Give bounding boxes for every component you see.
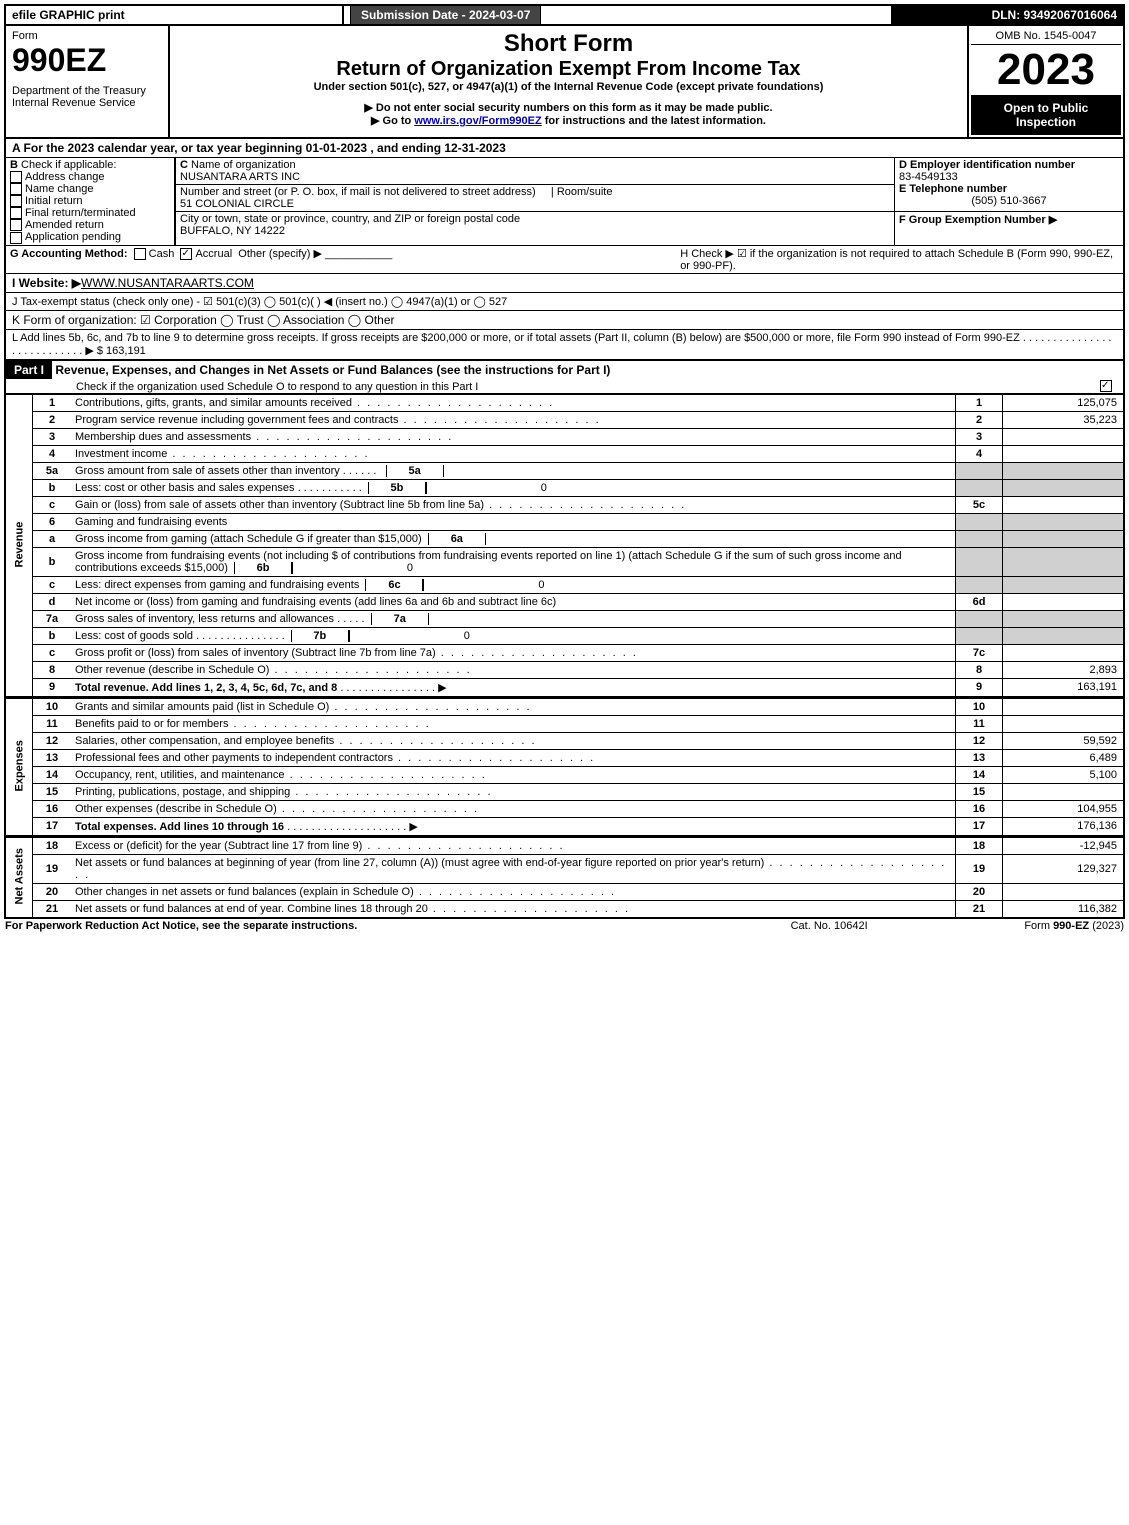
ein-label: D Employer identification number (899, 159, 1075, 171)
info-block: B Check if applicable: Address change Na… (6, 158, 1123, 245)
city-value: BUFFALO, NY 14222 (180, 225, 285, 237)
submission-date-button[interactable]: Submission Date - 2024-03-07 (350, 5, 541, 25)
form-990ez: efile GRAPHIC print Submission Date - 20… (4, 4, 1125, 919)
section-a: A For the 2023 calendar year, or tax yea… (5, 138, 1124, 158)
part1-check-text: Check if the organization used Schedule … (6, 381, 478, 393)
short-form-title: Short Form (178, 30, 959, 58)
ein-value: 83-4549133 (899, 171, 958, 183)
section-i: I Website: ▶WWW.NUSANTARAARTS.COM (5, 273, 1124, 292)
expenses-table: Expenses 10Grants and similar amounts pa… (6, 698, 1123, 835)
note-url: ▶ Go to www.irs.gov/Form990EZ for instru… (178, 114, 959, 127)
section-c-city: City or town, state or province, country… (175, 212, 895, 245)
omb-label: OMB No. 1545-0047 (971, 28, 1121, 45)
section-g: G Accounting Method: Cash Accrual Other … (6, 246, 676, 273)
form-word: Form (12, 30, 162, 42)
checkbox-final-return[interactable] (10, 207, 22, 219)
phone-value: (505) 510-3667 (899, 195, 1119, 207)
section-c-street: Number and street (or P. O. box, if mail… (175, 185, 895, 212)
footer-left: For Paperwork Reduction Act Notice, see … (5, 920, 357, 932)
form-number: 990EZ (12, 42, 162, 79)
inspection-box: Open to Public Inspection (971, 95, 1121, 135)
checkbox-initial-return[interactable] (10, 195, 22, 207)
expenses-vlabel: Expenses (6, 698, 33, 835)
footer: For Paperwork Reduction Act Notice, see … (4, 919, 1125, 933)
part1-header: Part I Revenue, Expenses, and Changes in… (5, 360, 1124, 394)
section-l: L Add lines 5b, 6c, and 7b to line 9 to … (5, 329, 1124, 360)
main-title: Return of Organization Exempt From Incom… (178, 58, 959, 81)
street-value: 51 COLONIAL CIRCLE (180, 198, 294, 210)
checkbox-cash[interactable] (134, 248, 146, 260)
org-name: NUSANTARA ARTS INC (180, 171, 300, 183)
part1-title: Revenue, Expenses, and Changes in Net As… (55, 363, 610, 377)
irs-link[interactable]: www.irs.gov/Form990EZ (414, 115, 541, 127)
checkbox-name-change[interactable] (10, 183, 22, 195)
checkbox-schedule-o[interactable] (1100, 380, 1112, 392)
revenue-vlabel: Revenue (6, 394, 33, 696)
header-right-cell: OMB No. 1545-0047 2023 Open to Public In… (968, 26, 1124, 138)
section-c-name: C Name of organization NUSANTARA ARTS IN… (175, 158, 895, 185)
section-j: J Tax-exempt status (check only one) - ☑… (5, 292, 1124, 310)
header-center-cell: Short Form Return of Organization Exempt… (169, 26, 968, 138)
section-de: D Employer identification number 83-4549… (895, 158, 1124, 212)
revenue-table: Revenue 1Contributions, gifts, grants, a… (6, 394, 1123, 696)
header-left-cell: Form 990EZ Department of the Treasury In… (5, 26, 169, 138)
checkbox-application-pending[interactable] (10, 232, 22, 244)
footer-center: Cat. No. 10642I (746, 919, 912, 933)
checkbox-accrual[interactable] (180, 248, 192, 260)
subtitle: Under section 501(c), 527, or 4947(a)(1)… (178, 81, 959, 93)
section-k: K Form of organization: ☑ Corporation ◯ … (5, 310, 1124, 329)
tax-year: 2023 (971, 45, 1121, 95)
phone-label: E Telephone number (899, 183, 1007, 195)
checkbox-amended-return[interactable] (10, 219, 22, 231)
note-ssn: ▶ Do not enter social security numbers o… (178, 101, 959, 114)
section-f: F Group Exemption Number ▶ (895, 212, 1124, 245)
section-b: B Check if applicable: Address change Na… (6, 158, 175, 245)
dln-label: DLN: 93492067016064 (891, 6, 1123, 25)
netassets-vlabel: Net Assets (6, 837, 33, 917)
dept-label: Department of the Treasury Internal Reve… (12, 85, 162, 109)
website-link[interactable]: WWW.NUSANTARAARTS.COM (81, 276, 254, 290)
efile-print-label[interactable]: efile GRAPHIC print (6, 6, 343, 25)
section-h: H Check ▶ ☑ if the organization is not r… (676, 246, 1123, 273)
top-bar: efile GRAPHIC print Submission Date - 20… (6, 6, 1123, 26)
checkbox-address-change[interactable] (10, 171, 22, 183)
netassets-table: Net Assets 18Excess or (deficit) for the… (6, 837, 1123, 917)
